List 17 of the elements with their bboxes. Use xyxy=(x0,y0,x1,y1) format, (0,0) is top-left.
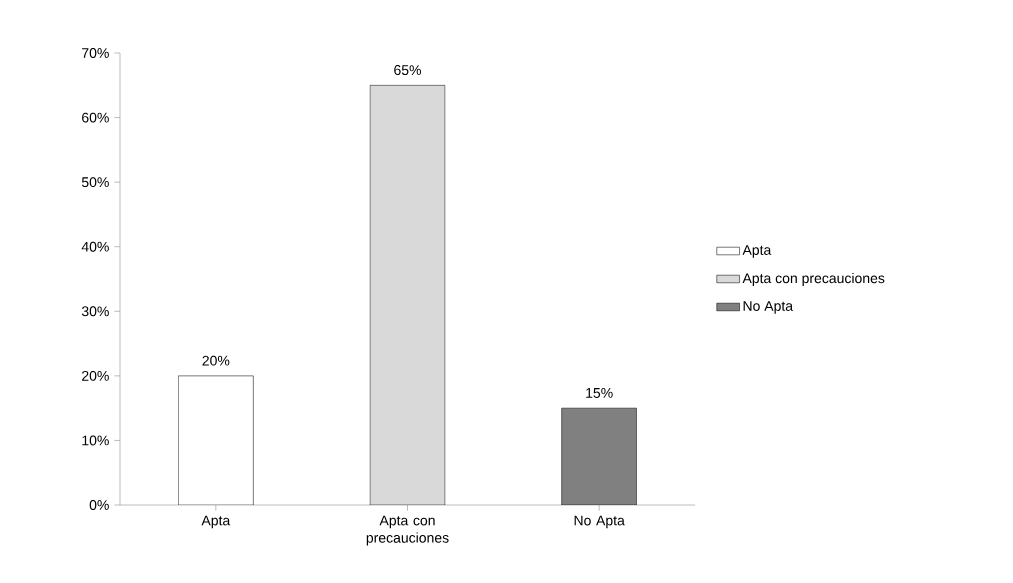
legend-label: Apta xyxy=(742,245,772,258)
x-tick-label: Apta xyxy=(201,515,231,529)
data-label: 65% xyxy=(394,65,422,76)
data-label: 15% xyxy=(586,388,613,398)
y-tick-label: 60% xyxy=(82,112,109,123)
y-tick-label: 20% xyxy=(82,370,109,381)
legend-label: Apta con precauciones xyxy=(742,272,885,286)
data-label: 20% xyxy=(202,355,230,366)
legend-label: No Apta xyxy=(743,301,794,314)
x-tick-label: Apta con precauciones xyxy=(366,515,449,546)
y-tick-label: 50% xyxy=(81,177,109,188)
x-tick-label: No Apta xyxy=(574,515,625,529)
y-tick-label: 30% xyxy=(81,306,109,317)
y-tick-label: 40% xyxy=(81,241,109,252)
y-tick-label: 10% xyxy=(82,435,109,446)
y-tick-label: 70% xyxy=(82,48,109,58)
y-tick-label: 0% xyxy=(89,500,109,510)
